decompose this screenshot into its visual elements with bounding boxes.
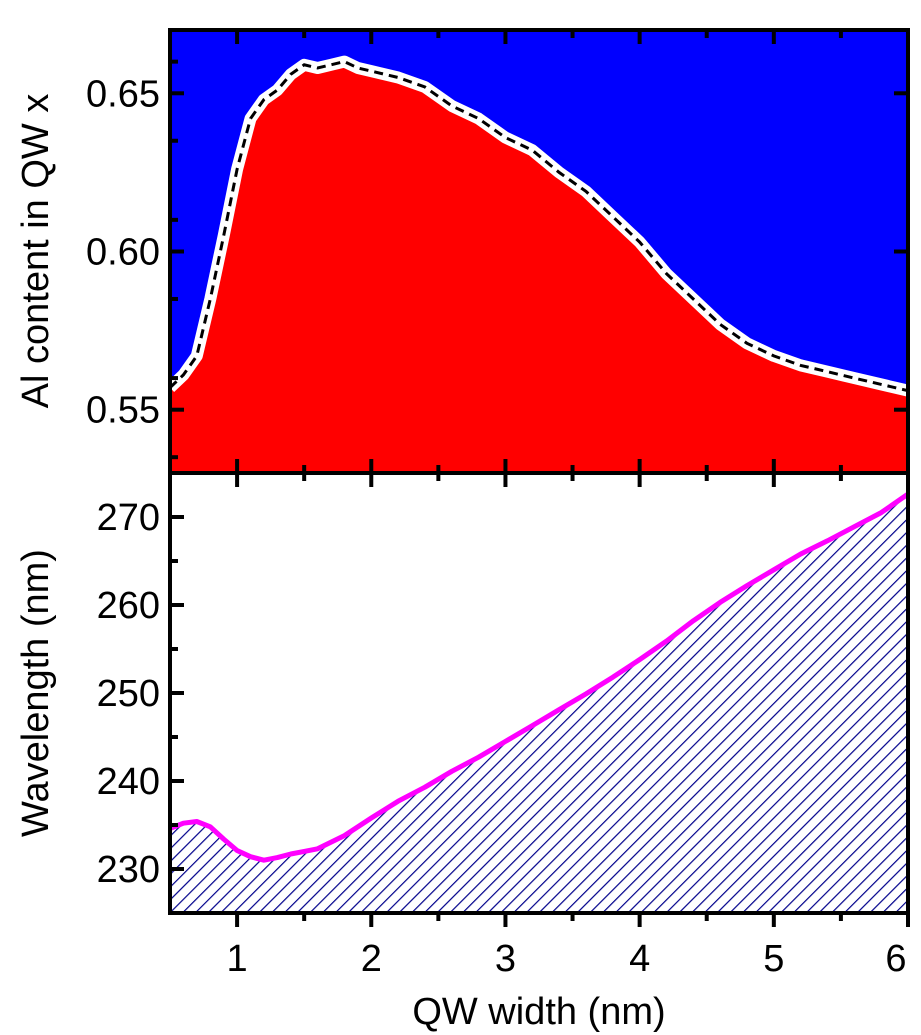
bottom-hatched-area xyxy=(170,494,908,913)
x-axis-title: QW width (nm) xyxy=(412,991,665,1033)
bottom-xtick-label: 6 xyxy=(885,938,906,980)
top-y-axis-title: Al content in QW x xyxy=(15,94,57,409)
bottom-frame xyxy=(168,471,910,915)
top-ytick-label: 0.65 xyxy=(86,73,160,115)
top-boundary-line xyxy=(170,60,908,393)
top-ticks xyxy=(170,30,908,473)
bottom-ytick-label: 270 xyxy=(97,497,160,539)
bottom-xtick-label: 2 xyxy=(361,938,382,980)
bottom-xtick-label: 3 xyxy=(495,938,516,980)
bottom-ytick-label: 240 xyxy=(97,761,160,803)
bottom-xtick-labels: 1 2 3 4 5 6 xyxy=(227,938,907,980)
top-below-area xyxy=(170,61,908,473)
wavelength-line xyxy=(170,492,908,863)
bottom-xtick-label: 4 xyxy=(629,938,650,980)
bottom-xtick-label: 5 xyxy=(763,938,784,980)
bottom-xtick-label: 1 xyxy=(227,938,248,980)
bottom-y-axis-title: Wavelength (nm) xyxy=(15,549,57,837)
top-ytick-labels: 0.55 0.60 0.65 xyxy=(86,73,160,431)
bottom-ytick-labels: 230 240 250 260 270 xyxy=(97,497,160,891)
bottom-ytick-label: 230 xyxy=(97,849,160,891)
bottom-ytick-label: 260 xyxy=(97,585,160,627)
bottom-ytick-label: 250 xyxy=(97,673,160,715)
top-ytick-label: 0.60 xyxy=(86,232,160,274)
top-panel: 0.55 0.60 0.65 xyxy=(86,28,910,475)
bottom-panel: 230 240 250 260 270 1 2 3 4 5 6 xyxy=(97,471,910,980)
top-ytick-label: 0.55 xyxy=(86,390,160,432)
